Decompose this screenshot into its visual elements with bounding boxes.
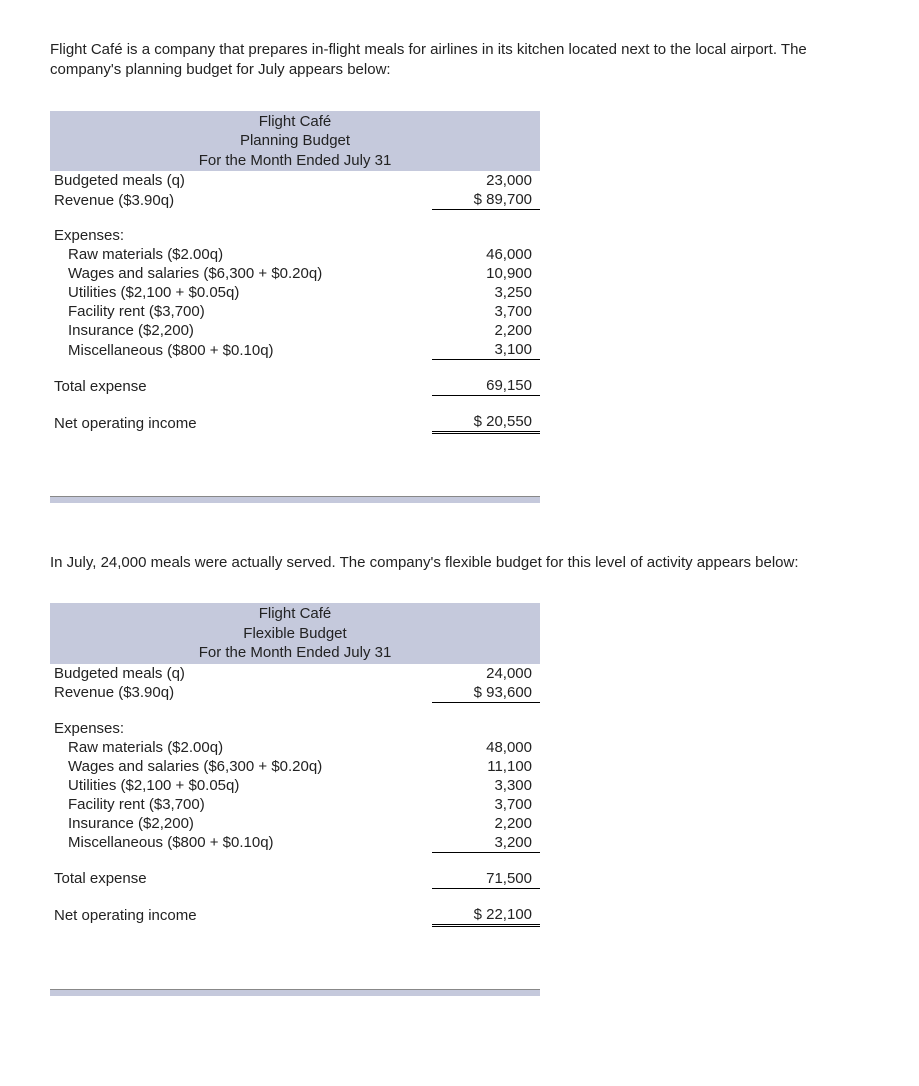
revenue-label: Revenue ($3.90q) bbox=[50, 683, 432, 703]
misc-value: 3,100 bbox=[432, 340, 540, 360]
table1-bottom-accent bbox=[50, 496, 540, 503]
table1-title: Planning Budget bbox=[54, 131, 536, 151]
revenue-value: $ 89,700 bbox=[432, 190, 540, 210]
planning-budget-table: Flight Café Planning Budget For the Mont… bbox=[50, 111, 540, 467]
utilities-value: 3,300 bbox=[432, 776, 540, 795]
table1-period: For the Month Ended July 31 bbox=[54, 151, 536, 171]
wages-value: 11,100 bbox=[432, 757, 540, 776]
total-expense-value: 71,500 bbox=[432, 869, 540, 889]
intro-paragraph-1: Flight Café is a company that prepares i… bbox=[50, 40, 869, 81]
flexible-budget-table: Flight Café Flexible Budget For the Mont… bbox=[50, 603, 540, 959]
table1-company: Flight Café bbox=[54, 112, 536, 132]
misc-value: 3,200 bbox=[432, 833, 540, 853]
table2-period: For the Month Ended July 31 bbox=[54, 643, 536, 663]
budgeted-meals-value: 23,000 bbox=[432, 171, 540, 190]
utilities-label: Utilities ($2,100 + $0.05q) bbox=[50, 283, 432, 302]
expenses-header: Expenses: bbox=[50, 226, 432, 245]
table2-bottom-accent bbox=[50, 989, 540, 996]
facility-rent-label: Facility rent ($3,700) bbox=[50, 302, 432, 321]
raw-materials-value: 48,000 bbox=[432, 738, 540, 757]
raw-materials-value: 46,000 bbox=[432, 245, 540, 264]
budgeted-meals-label: Budgeted meals (q) bbox=[50, 664, 432, 683]
noi-label: Net operating income bbox=[50, 905, 432, 926]
facility-rent-label: Facility rent ($3,700) bbox=[50, 795, 432, 814]
revenue-value: $ 93,600 bbox=[432, 683, 540, 703]
raw-materials-label: Raw materials ($2.00q) bbox=[50, 738, 432, 757]
noi-value: $ 20,550 bbox=[432, 412, 540, 433]
intro-paragraph-2: In July, 24,000 meals were actually serv… bbox=[50, 553, 869, 573]
table2-header: Flight Café Flexible Budget For the Mont… bbox=[50, 603, 540, 664]
utilities-label: Utilities ($2,100 + $0.05q) bbox=[50, 776, 432, 795]
table1-header: Flight Café Planning Budget For the Mont… bbox=[50, 111, 540, 172]
total-expense-label: Total expense bbox=[50, 869, 432, 889]
revenue-label: Revenue ($3.90q) bbox=[50, 190, 432, 210]
insurance-label: Insurance ($2,200) bbox=[50, 814, 432, 833]
wages-label: Wages and salaries ($6,300 + $0.20q) bbox=[50, 757, 432, 776]
table2-company: Flight Café bbox=[54, 604, 536, 624]
total-expense-label: Total expense bbox=[50, 376, 432, 396]
insurance-value: 2,200 bbox=[432, 814, 540, 833]
table2-title: Flexible Budget bbox=[54, 624, 536, 644]
wages-value: 10,900 bbox=[432, 264, 540, 283]
insurance-value: 2,200 bbox=[432, 321, 540, 340]
noi-label: Net operating income bbox=[50, 412, 432, 433]
budgeted-meals-label: Budgeted meals (q) bbox=[50, 171, 432, 190]
budgeted-meals-value: 24,000 bbox=[432, 664, 540, 683]
wages-label: Wages and salaries ($6,300 + $0.20q) bbox=[50, 264, 432, 283]
raw-materials-label: Raw materials ($2.00q) bbox=[50, 245, 432, 264]
facility-rent-value: 3,700 bbox=[432, 302, 540, 321]
insurance-label: Insurance ($2,200) bbox=[50, 321, 432, 340]
expenses-header: Expenses: bbox=[50, 719, 432, 738]
utilities-value: 3,250 bbox=[432, 283, 540, 302]
misc-label: Miscellaneous ($800 + $0.10q) bbox=[50, 340, 432, 360]
misc-label: Miscellaneous ($800 + $0.10q) bbox=[50, 833, 432, 853]
total-expense-value: 69,150 bbox=[432, 376, 540, 396]
facility-rent-value: 3,700 bbox=[432, 795, 540, 814]
noi-value: $ 22,100 bbox=[432, 905, 540, 926]
